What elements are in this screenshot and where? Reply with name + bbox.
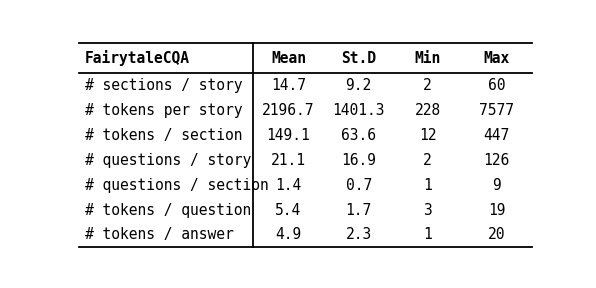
Text: 1.7: 1.7 [346, 202, 372, 217]
Text: 21.1: 21.1 [271, 153, 306, 168]
Text: 1: 1 [423, 178, 432, 193]
Text: 0.7: 0.7 [346, 178, 372, 193]
Text: 1.4: 1.4 [275, 178, 302, 193]
Text: 9.2: 9.2 [346, 78, 372, 93]
Text: 5.4: 5.4 [275, 202, 302, 217]
Text: # tokens / answer: # tokens / answer [85, 228, 234, 242]
Text: 16.9: 16.9 [341, 153, 376, 168]
Text: 20: 20 [488, 228, 505, 242]
Text: 2.3: 2.3 [346, 228, 372, 242]
Text: 1: 1 [423, 228, 432, 242]
Text: # tokens per story: # tokens per story [85, 103, 242, 118]
Text: 2: 2 [423, 153, 432, 168]
Text: 2196.7: 2196.7 [262, 103, 315, 118]
Text: 1401.3: 1401.3 [333, 103, 385, 118]
Text: # tokens / section: # tokens / section [85, 128, 242, 143]
Text: 126: 126 [483, 153, 510, 168]
Text: # questions / section: # questions / section [85, 178, 268, 193]
Text: 7577: 7577 [479, 103, 514, 118]
Text: 228: 228 [415, 103, 441, 118]
Text: 14.7: 14.7 [271, 78, 306, 93]
Text: Max: Max [483, 51, 510, 66]
Text: Mean: Mean [271, 51, 306, 66]
Text: # sections / story: # sections / story [85, 78, 242, 93]
Text: 63.6: 63.6 [341, 128, 376, 143]
Text: 3: 3 [423, 202, 432, 217]
Text: FairytaleCQA: FairytaleCQA [85, 50, 190, 66]
Text: 447: 447 [483, 128, 510, 143]
Text: 149.1: 149.1 [266, 128, 311, 143]
Text: St.D: St.D [341, 51, 376, 66]
Text: 19: 19 [488, 202, 505, 217]
Text: 2: 2 [423, 78, 432, 93]
Text: Min: Min [415, 51, 441, 66]
Text: 9: 9 [492, 178, 501, 193]
Text: # questions / story: # questions / story [85, 153, 251, 168]
Text: 4.9: 4.9 [275, 228, 302, 242]
Text: 12: 12 [419, 128, 436, 143]
Text: 60: 60 [488, 78, 505, 93]
Text: # tokens / question: # tokens / question [85, 202, 251, 217]
